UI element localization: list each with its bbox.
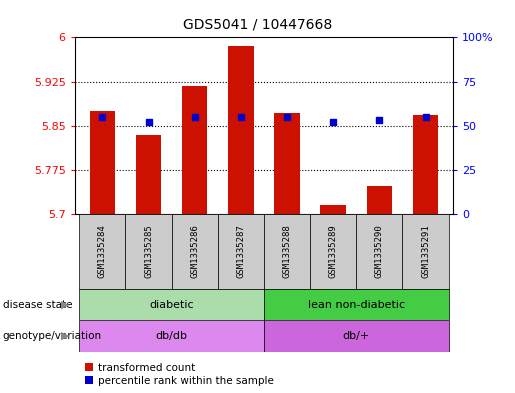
- Text: GDS5041 / 10447668: GDS5041 / 10447668: [183, 18, 332, 32]
- Text: GSM1335284: GSM1335284: [98, 225, 107, 278]
- Bar: [228, 46, 253, 214]
- Text: disease state: disease state: [3, 299, 72, 310]
- Bar: [274, 113, 300, 214]
- Text: GSM1335291: GSM1335291: [421, 225, 430, 278]
- Bar: [218, 214, 264, 289]
- Text: ▶: ▶: [61, 299, 70, 310]
- Legend: transformed count, percentile rank within the sample: transformed count, percentile rank withi…: [85, 363, 273, 386]
- Bar: [367, 186, 392, 214]
- Bar: [320, 205, 346, 214]
- Bar: [264, 289, 449, 320]
- Text: GSM1335287: GSM1335287: [236, 225, 245, 278]
- Bar: [79, 214, 126, 289]
- Bar: [264, 214, 310, 289]
- Bar: [264, 320, 449, 352]
- Text: diabetic: diabetic: [149, 299, 194, 310]
- Text: lean non-diabetic: lean non-diabetic: [307, 299, 405, 310]
- Bar: [356, 214, 402, 289]
- Text: GSM1335285: GSM1335285: [144, 225, 153, 278]
- Text: GSM1335289: GSM1335289: [329, 225, 338, 278]
- Text: GSM1335286: GSM1335286: [190, 225, 199, 278]
- Bar: [171, 214, 218, 289]
- Bar: [310, 214, 356, 289]
- Bar: [79, 320, 264, 352]
- Bar: [413, 115, 438, 214]
- Text: db/+: db/+: [342, 331, 370, 341]
- Bar: [126, 214, 171, 289]
- Bar: [402, 214, 449, 289]
- Text: genotype/variation: genotype/variation: [3, 331, 101, 341]
- Text: GSM1335288: GSM1335288: [283, 225, 291, 278]
- Bar: [90, 111, 115, 214]
- Text: db/db: db/db: [156, 331, 187, 341]
- Text: GSM1335290: GSM1335290: [375, 225, 384, 278]
- Bar: [79, 289, 264, 320]
- Text: ▶: ▶: [61, 331, 70, 341]
- Bar: [182, 86, 208, 214]
- Bar: [136, 134, 161, 214]
